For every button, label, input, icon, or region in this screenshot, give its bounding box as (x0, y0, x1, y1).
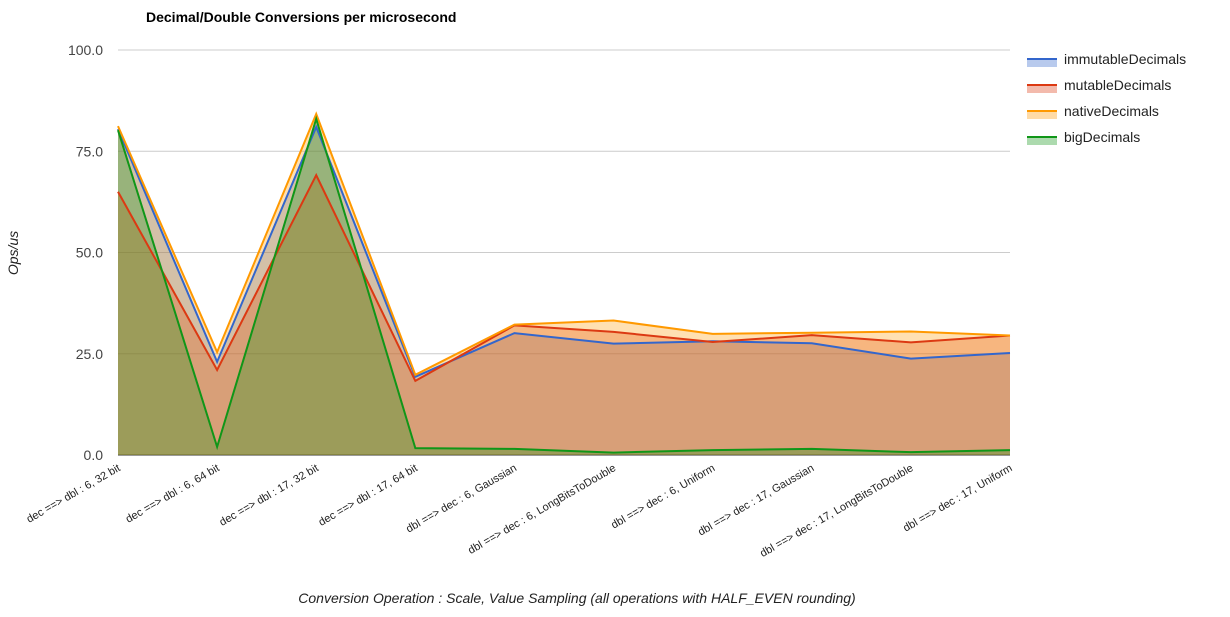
line-nativeDecimals (117, 111, 1011, 377)
legend-swatch (1027, 111, 1057, 119)
legend-swatch (1027, 59, 1057, 67)
legend-item-mutableDecimals: mutableDecimals (1027, 77, 1171, 93)
chart-title: Decimal/Double Conversions per microseco… (146, 9, 456, 25)
legend-label: immutableDecimals (1064, 51, 1186, 67)
x-tick-label: dbl ==> dec : 6, Uniform (609, 462, 717, 531)
legend-label: bigDecimals (1064, 129, 1140, 145)
x-tick-label: dbl ==> dec : 17, Uniform (901, 462, 1014, 534)
legend-item-immutableDecimals: immutableDecimals (1027, 51, 1186, 67)
legend-swatch (1027, 137, 1057, 145)
y-tick-label: 0.0 (84, 447, 104, 463)
legend-label: nativeDecimals (1064, 103, 1159, 119)
y-axis-label: Ops/us (5, 231, 21, 275)
y-tick-label: 50.0 (76, 245, 103, 261)
x-tick-label: dec ==> dbl : 6, 64 bit (124, 462, 222, 525)
y-tick-label: 25.0 (76, 346, 103, 362)
line-bigDecimals (117, 115, 1011, 454)
legend-swatch (1027, 85, 1057, 93)
area-immutableDecimals (118, 126, 1010, 455)
x-axis-label: Conversion Operation : Scale, Value Samp… (298, 590, 855, 606)
y-tick-label: 75.0 (76, 143, 103, 159)
y-tick-label: 100.0 (68, 42, 103, 58)
legend-label: mutableDecimals (1064, 77, 1171, 93)
x-tick-label: dbl ==> dec : 17, LongBitsToDouble (758, 462, 915, 560)
x-tick-label: dbl ==> dec : 6, Gaussian (404, 462, 519, 535)
x-tick-label: dec ==> dbl : 17, 64 bit (317, 462, 420, 529)
line-immutableDecimals (117, 124, 1011, 379)
line-mutableDecimals (117, 172, 1011, 383)
legend-item-nativeDecimals: nativeDecimals (1027, 103, 1159, 119)
x-tick-label: dec ==> dbl : 6, 32 bit (25, 462, 123, 525)
legend-item-bigDecimals: bigDecimals (1027, 129, 1140, 145)
x-tick-label: dec ==> dbl : 17, 32 bit (218, 462, 321, 529)
area-mutableDecimals (118, 175, 1010, 455)
